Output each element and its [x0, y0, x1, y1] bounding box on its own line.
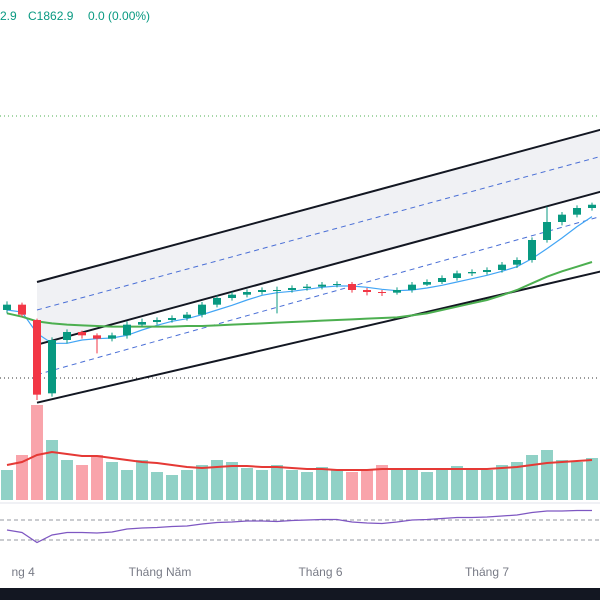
- candle-body: [168, 318, 176, 320]
- volume-bar: [151, 472, 163, 500]
- candle-body: [333, 284, 341, 285]
- volume-bar: [226, 462, 238, 500]
- volume-bar: [406, 470, 418, 500]
- candle-body: [228, 294, 236, 298]
- volume-bar: [541, 450, 553, 500]
- candle-body: [258, 290, 266, 292]
- volume-bar: [121, 470, 133, 500]
- volume-bar: [481, 470, 493, 500]
- candle-body: [438, 278, 446, 282]
- candle-body: [273, 290, 281, 291]
- volume-bar: [106, 462, 118, 500]
- candle-body: [243, 292, 251, 295]
- candle-body: [288, 288, 296, 290]
- candle-body: [303, 286, 311, 288]
- volume-bar: [166, 475, 178, 500]
- candle-body: [198, 304, 206, 315]
- candle-body: [63, 332, 71, 340]
- volume-bar: [571, 462, 583, 500]
- candle-body: [363, 290, 371, 292]
- candle-body: [138, 322, 146, 325]
- candle-body: [378, 292, 386, 293]
- volume-bar: [586, 458, 598, 500]
- volume-bar: [181, 470, 193, 500]
- candle-body: [18, 304, 26, 315]
- channel-line: [36, 128, 600, 283]
- bottom-bar: [0, 588, 600, 600]
- volume-bar: [301, 472, 313, 500]
- candle-body: [483, 270, 491, 272]
- volume-bar: [1, 470, 13, 500]
- volume-bar: [331, 470, 343, 500]
- candle-body: [543, 222, 551, 240]
- x-tick-label: ng 4: [12, 565, 36, 579]
- x-tick-label: Tháng 7: [465, 565, 509, 579]
- candle-body: [393, 290, 401, 293]
- volume-bar: [466, 468, 478, 500]
- candle-body: [93, 335, 101, 339]
- header-close: C1862.9: [28, 9, 74, 23]
- candle-body: [423, 282, 431, 285]
- candle-body: [153, 320, 161, 322]
- volume-bar: [196, 465, 208, 500]
- volume-bar: [376, 465, 388, 500]
- candle-body: [513, 260, 521, 265]
- candle-body: [213, 298, 221, 305]
- volume-bar: [346, 472, 358, 500]
- rsi-line: [6, 509, 592, 544]
- candle-body: [528, 240, 536, 260]
- volume-bar: [256, 470, 268, 500]
- volume-bar: [46, 440, 58, 500]
- volume-bar: [511, 462, 523, 500]
- volume-bar: [391, 468, 403, 500]
- volume-bar: [556, 460, 568, 500]
- candle-body: [48, 340, 56, 394]
- candle-body: [78, 332, 86, 336]
- candle-body: [348, 284, 356, 290]
- volume-bar: [421, 472, 433, 500]
- candle-body: [3, 304, 11, 310]
- volume-bar: [496, 465, 508, 500]
- candle-body: [183, 314, 191, 318]
- volume-bar: [361, 470, 373, 500]
- candle-body: [468, 272, 476, 274]
- volume-bar: [136, 460, 148, 500]
- candle-body: [123, 324, 131, 336]
- candle-body: [558, 214, 566, 222]
- channel-band: [37, 129, 600, 345]
- channel-line: [36, 190, 600, 346]
- volume-bar: [76, 465, 88, 500]
- x-tick-label: Tháng Năm: [129, 565, 192, 579]
- volume-bar: [526, 455, 538, 500]
- volume-bar: [316, 467, 328, 500]
- candle-body: [108, 335, 116, 339]
- moving-average-line: [6, 261, 593, 328]
- candle-body: [408, 284, 416, 290]
- candle-body: [498, 264, 506, 270]
- volume-bar: [286, 470, 298, 500]
- volume-bar: [16, 455, 28, 500]
- volume-ma-line: [6, 450, 593, 471]
- volume-bar: [211, 460, 223, 500]
- moving-average-line: [6, 216, 593, 344]
- candle-body: [453, 273, 461, 278]
- volume-bar: [61, 460, 73, 500]
- candle-body: [573, 208, 581, 215]
- candle-body: [588, 204, 596, 208]
- candle-body: [33, 320, 41, 395]
- header-open: 2.9: [0, 9, 17, 23]
- volume-bar: [91, 455, 103, 500]
- volume-bar: [436, 470, 448, 500]
- volume-bar: [451, 466, 463, 500]
- header-change: 0.0 (0.00%): [88, 9, 150, 23]
- x-tick-label: Tháng 6: [298, 565, 342, 579]
- volume-bar: [241, 468, 253, 500]
- volume-bar: [271, 465, 283, 500]
- volume-bar: [31, 405, 43, 500]
- candle-body: [318, 284, 326, 287]
